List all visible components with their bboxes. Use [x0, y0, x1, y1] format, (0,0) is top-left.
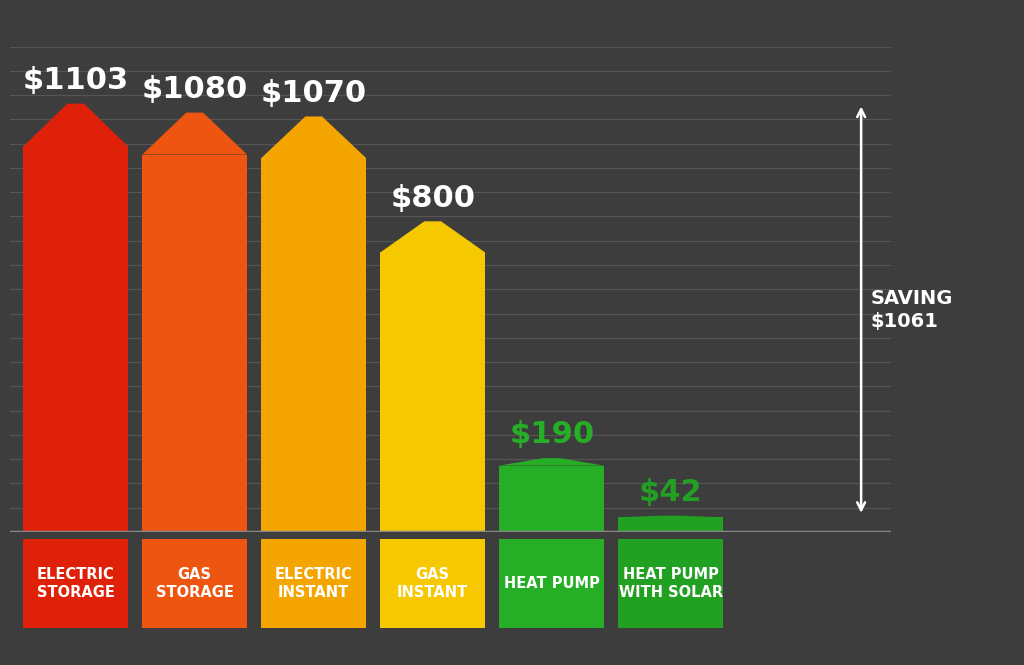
Polygon shape: [500, 458, 604, 465]
Polygon shape: [618, 515, 723, 517]
Text: ELECTRIC
STORAGE: ELECTRIC STORAGE: [37, 567, 115, 600]
Text: GAS
STORAGE: GAS STORAGE: [156, 567, 233, 600]
Text: GAS
INSTANT: GAS INSTANT: [397, 567, 468, 600]
Bar: [142, 154, 247, 532]
Text: HEAT PUMP: HEAT PUMP: [504, 576, 600, 591]
Text: $1103: $1103: [23, 66, 129, 95]
Bar: [261, 158, 366, 532]
Text: $800: $800: [390, 184, 475, 213]
Text: HEAT PUMP
WITH SOLAR: HEAT PUMP WITH SOLAR: [618, 567, 723, 600]
Text: SAVING
$1061: SAVING $1061: [870, 289, 953, 331]
Text: $190: $190: [509, 420, 594, 450]
Bar: [618, 517, 723, 532]
Bar: [500, 465, 604, 532]
Text: ELECTRIC
INSTANT: ELECTRIC INSTANT: [274, 567, 352, 600]
Text: $1080: $1080: [141, 75, 248, 104]
Text: $1070: $1070: [261, 78, 367, 108]
Polygon shape: [380, 221, 485, 253]
Bar: [24, 146, 128, 532]
Bar: [380, 253, 485, 532]
Polygon shape: [261, 116, 366, 158]
Text: $42: $42: [639, 478, 702, 507]
Polygon shape: [24, 104, 128, 146]
Polygon shape: [142, 112, 247, 154]
